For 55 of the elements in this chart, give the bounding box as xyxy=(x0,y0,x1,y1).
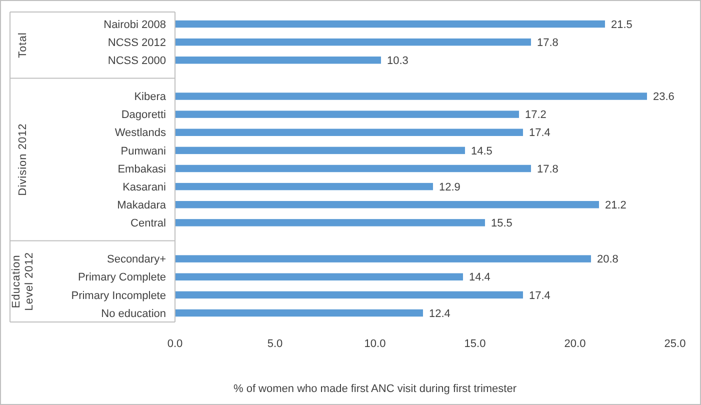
y-tick-label: NCSS 2012 xyxy=(108,36,166,49)
data-label: 17.8 xyxy=(537,163,558,176)
y-tick-label: Dagoretti xyxy=(121,109,166,122)
data-label: 20.8 xyxy=(597,254,618,266)
bar xyxy=(175,164,531,172)
data-label: 17.2 xyxy=(525,109,546,122)
bar xyxy=(175,92,647,100)
x-axis-title: % of women who made first ANC visit during first trimester xyxy=(233,383,517,395)
bar xyxy=(175,182,433,190)
data-label: 12.9 xyxy=(439,181,460,194)
y-tick-label: Kibera xyxy=(134,91,167,104)
bar xyxy=(175,201,599,208)
y-tick-label: Westlands xyxy=(114,127,166,140)
data-label: 14.4 xyxy=(469,272,490,284)
y-tick-label: Primary Incomplete xyxy=(71,290,166,302)
text: Total xyxy=(17,32,29,58)
data-label: 21.2 xyxy=(605,199,626,212)
y-tick-label: Pumwani xyxy=(120,145,166,158)
bar xyxy=(175,219,485,226)
x-tick-label: 0.0 xyxy=(167,338,183,350)
x-tick-label: 10.0 xyxy=(364,338,386,350)
data-label: 21.5 xyxy=(611,18,632,31)
bar xyxy=(175,20,605,28)
y-tick-label: Primary Complete xyxy=(78,272,166,284)
bar xyxy=(175,309,423,317)
text: Education Level 2012 xyxy=(10,252,36,311)
bar xyxy=(175,56,381,64)
y-tick-label: Nairobi 2008 xyxy=(104,18,166,31)
data-label: 17.4 xyxy=(529,127,550,140)
data-label: 17.8 xyxy=(537,36,558,49)
bar xyxy=(175,273,463,280)
data-label: 14.5 xyxy=(471,145,492,158)
x-tick-label: 20.0 xyxy=(564,338,586,350)
y-tick-label: Kasarani xyxy=(122,181,166,194)
bar xyxy=(175,128,523,136)
bar xyxy=(175,291,523,299)
y-tick-label: Embakasi xyxy=(118,163,166,176)
x-tick-label: 15.0 xyxy=(464,338,486,350)
y-tick-label: No education xyxy=(101,308,166,320)
data-label: 12.4 xyxy=(429,308,450,320)
y-tick-label: Makadara xyxy=(117,199,167,212)
data-label: 17.4 xyxy=(529,290,550,302)
bar xyxy=(175,146,465,154)
y-tick-label: Secondary+ xyxy=(106,254,166,266)
x-tick-label: 25.0 xyxy=(664,338,686,350)
y-tick-label: NCSS 2000 xyxy=(108,54,166,67)
data-label: 23.6 xyxy=(653,91,674,104)
y-tick-label: Central xyxy=(130,218,166,230)
data-label: 10.3 xyxy=(387,54,408,67)
data-label: 15.5 xyxy=(491,218,512,230)
bar xyxy=(175,38,531,46)
x-tick-label: 5.0 xyxy=(267,338,283,350)
text: Division 2012 xyxy=(17,123,29,196)
bar xyxy=(175,110,519,118)
bar xyxy=(175,255,591,262)
